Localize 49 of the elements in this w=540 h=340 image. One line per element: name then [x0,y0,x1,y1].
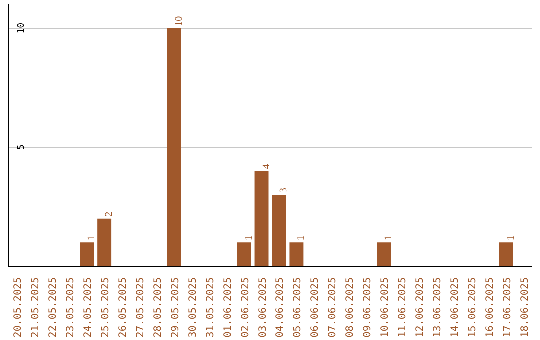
x-tick-label: 09.06.2025 [362,277,374,338]
x-tick-label: 01.06.2025 [222,277,234,338]
x-tick-label: 30.05.2025 [188,277,199,338]
bar [80,242,94,266]
bar [499,242,514,266]
x-tick-label: 23.05.2025 [66,277,77,338]
data-label: 1 [244,236,255,241]
bar [98,218,112,266]
data-label: 4 [261,164,272,170]
data-label: 1 [296,236,308,241]
data-label: 3 [278,188,290,194]
bar [254,171,269,266]
x-tick-label: 20.05.2025 [13,277,24,338]
x-tick-label: 10.06.2025 [380,277,392,338]
x-tick-label: 02.06.2025 [240,277,252,338]
x-tick-label: 26.05.2025 [118,277,130,338]
x-tick-label: 05.06.2025 [292,277,304,338]
bar [167,28,182,266]
x-tick-label: 07.06.2025 [328,277,339,338]
data-label: 1 [506,236,517,241]
x-tick-label: 11.06.2025 [398,277,408,338]
x-tick-label: 06.06.2025 [310,277,322,338]
x-tick-label: 03.06.2025 [258,277,269,338]
x-tick-label: 31.05.2025 [205,277,216,338]
data-label: 2 [104,212,116,217]
x-tick-label: 16.06.2025 [484,277,496,338]
x-tick-label: 28.05.2025 [152,277,164,338]
bar [290,242,304,266]
data-label: 10 [174,16,185,26]
x-tick-label: 04.06.2025 [275,277,286,338]
x-tick-label: 14.06.2025 [450,277,461,338]
x-tick-label: 21.05.2025 [30,277,42,338]
bar [272,195,286,266]
x-tick-label: 12.06.2025 [414,277,426,338]
x-tick-label: 18.06.2025 [520,277,531,338]
x-tick-label: 08.06.2025 [345,277,356,338]
x-tick-label: 13.06.2025 [432,277,444,338]
y-tick-label: 5 [17,144,27,150]
bar [237,242,252,266]
data-label: 1 [384,236,395,241]
bar [377,242,392,266]
x-tick-label: 15.06.2025 [467,277,478,338]
x-tick-label: 17.06.2025 [502,277,514,338]
x-tick-label: 27.05.2025 [136,277,146,338]
x-tick-label: 25.05.2025 [100,277,112,338]
x-tick-label: 24.05.2025 [83,277,94,338]
x-tick-label: 29.05.2025 [170,277,182,338]
x-tick-label: 22.05.2025 [48,277,60,338]
data-label: 1 [86,236,98,241]
